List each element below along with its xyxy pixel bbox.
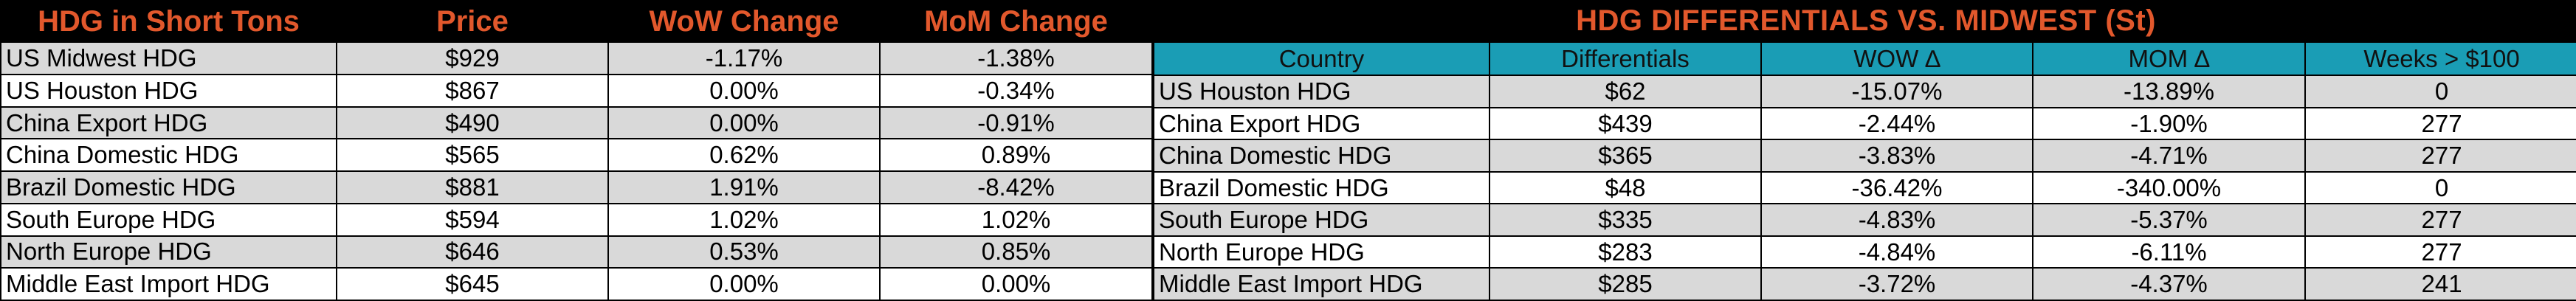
differentials-header-row: Country Differentials WOW ∆ MOM ∆ Weeks … <box>1153 41 2576 77</box>
price-cell: $490 <box>336 105 609 140</box>
wow-delta-cell: -4.83% <box>1760 203 2033 237</box>
weeks-cell: 0 <box>2304 170 2576 205</box>
header-mom-change: MoM Change <box>879 0 1153 44</box>
wow-cell: 0.62% <box>607 138 881 173</box>
wow-cell: 0.00% <box>607 105 881 140</box>
wow-cell: 0.53% <box>607 235 881 269</box>
product-name: China Export HDG <box>0 105 337 140</box>
header-wow-delta: WOW ∆ <box>1760 41 2033 77</box>
mom-delta-cell: -1.90% <box>2032 106 2306 141</box>
price-cell: $646 <box>336 235 609 269</box>
product-name: China Domestic HDG <box>0 138 337 173</box>
wow-cell: 1.02% <box>607 202 881 237</box>
wow-delta-cell: -4.84% <box>1760 235 2033 269</box>
price-cell: $645 <box>336 267 609 301</box>
mom-cell: -0.34% <box>879 73 1153 108</box>
price-cell: $881 <box>336 170 609 204</box>
weeks-cell: 277 <box>2304 139 2576 173</box>
mom-cell: -1.38% <box>879 41 1153 75</box>
product-name: US Midwest HDG <box>0 41 337 75</box>
product-name: Middle East Import HDG <box>0 267 337 301</box>
table-row: South Europe HDG $594 1.02% 1.02% <box>0 202 1153 237</box>
table-row: China Export HDG $490 0.00% -0.91% <box>0 105 1153 140</box>
weeks-cell: 241 <box>2304 267 2576 301</box>
product-name: US Houston HDG <box>0 73 337 108</box>
differential-cell: $335 <box>1489 203 1762 237</box>
mom-delta-cell: -13.89% <box>2032 75 2306 108</box>
differential-cell: $62 <box>1489 75 1762 108</box>
prices-header-row: HDG in Short Tons Price WoW Change MoM C… <box>0 0 1153 44</box>
mom-delta-cell: -6.11% <box>2032 235 2306 269</box>
table-row: South Europe HDG $335 -4.83% -5.37% 277 <box>1153 203 2576 237</box>
wow-delta-cell: -3.83% <box>1760 139 2033 173</box>
product-name: Brazil Domestic HDG <box>0 170 337 204</box>
country-name: China Export HDG <box>1153 106 1490 141</box>
country-name: Brazil Domestic HDG <box>1153 170 1490 205</box>
country-name: China Domestic HDG <box>1153 139 1490 173</box>
weeks-cell: 0 <box>2304 75 2576 108</box>
wow-delta-cell: -3.72% <box>1760 267 2033 301</box>
header-country: Country <box>1153 41 1490 77</box>
price-cell: $565 <box>336 138 609 173</box>
table-row: China Domestic HDG $365 -3.83% -4.71% 27… <box>1153 139 2576 173</box>
country-name: North Europe HDG <box>1153 235 1490 269</box>
differential-cell: $439 <box>1489 106 1762 141</box>
weeks-cell: 277 <box>2304 203 2576 237</box>
differential-cell: $365 <box>1489 139 1762 173</box>
wow-delta-cell: -36.42% <box>1760 170 2033 205</box>
header-product: HDG in Short Tons <box>0 0 337 44</box>
mom-delta-cell: -340.00% <box>2032 170 2306 205</box>
wow-cell: 0.00% <box>607 267 881 301</box>
header-mom-delta: MOM ∆ <box>2032 41 2306 77</box>
header-weeks-over-100: Weeks > $100 <box>2304 41 2576 77</box>
mom-delta-cell: -4.71% <box>2032 139 2306 173</box>
differential-cell: $48 <box>1489 170 1762 205</box>
mom-cell: 1.02% <box>879 202 1153 237</box>
mom-cell: -8.42% <box>879 170 1153 204</box>
table-row: China Domestic HDG $565 0.62% 0.89% <box>0 138 1153 173</box>
country-name: US Houston HDG <box>1153 75 1490 108</box>
header-differentials: Differentials <box>1489 41 1762 77</box>
table-row: North Europe HDG $283 -4.84% -6.11% 277 <box>1153 235 2576 269</box>
table-row: Brazil Domestic HDG $881 1.91% -8.42% <box>0 170 1153 204</box>
differential-cell: $283 <box>1489 235 1762 269</box>
mom-cell: -0.91% <box>879 105 1153 140</box>
mom-delta-cell: -5.37% <box>2032 203 2306 237</box>
wow-cell: 1.91% <box>607 170 881 204</box>
wow-delta-cell: -15.07% <box>1760 75 2033 108</box>
header-price: Price <box>336 0 609 44</box>
header-wow-change: WoW Change <box>607 0 881 44</box>
wow-delta-cell: -2.44% <box>1760 106 2033 141</box>
price-cell: $929 <box>336 41 609 75</box>
table-row: North Europe HDG $646 0.53% 0.85% <box>0 235 1153 269</box>
table-row: Middle East Import HDG $285 -3.72% -4.37… <box>1153 267 2576 301</box>
mom-cell: 0.85% <box>879 235 1153 269</box>
country-name: Middle East Import HDG <box>1153 267 1490 301</box>
table-row: Brazil Domestic HDG $48 -36.42% -340.00%… <box>1153 170 2576 205</box>
differential-cell: $285 <box>1489 267 1762 301</box>
price-cell: $594 <box>336 202 609 237</box>
table-row: US Midwest HDG $929 -1.17% -1.38% <box>0 41 1153 75</box>
table-row: China Export HDG $439 -2.44% -1.90% 277 <box>1153 106 2576 141</box>
hdg-prices-table: HDG in Short Tons Price WoW Change MoM C… <box>0 0 1153 301</box>
country-name: South Europe HDG <box>1153 203 1490 237</box>
wow-cell: 0.00% <box>607 73 881 108</box>
differentials-title-row: HDG DIFFERENTIALS VS. MIDWEST (St) <box>1152 0 2576 43</box>
product-name: North Europe HDG <box>0 235 337 269</box>
mom-cell: 0.89% <box>879 138 1153 173</box>
differentials-title: HDG DIFFERENTIALS VS. MIDWEST (St) <box>1152 0 2576 43</box>
hdg-differentials-table: HDG DIFFERENTIALS VS. MIDWEST (St) Count… <box>1152 0 2576 301</box>
mom-delta-cell: -4.37% <box>2032 267 2306 301</box>
weeks-cell: 277 <box>2304 106 2576 141</box>
table-row: US Houston HDG $867 0.00% -0.34% <box>0 73 1153 108</box>
table-row: Middle East Import HDG $645 0.00% 0.00% <box>0 267 1153 301</box>
weeks-cell: 277 <box>2304 235 2576 269</box>
price-cell: $867 <box>336 73 609 108</box>
product-name: South Europe HDG <box>0 202 337 237</box>
mom-cell: 0.00% <box>879 267 1153 301</box>
wow-cell: -1.17% <box>607 41 881 75</box>
table-row: US Houston HDG $62 -15.07% -13.89% 0 <box>1153 75 2576 108</box>
